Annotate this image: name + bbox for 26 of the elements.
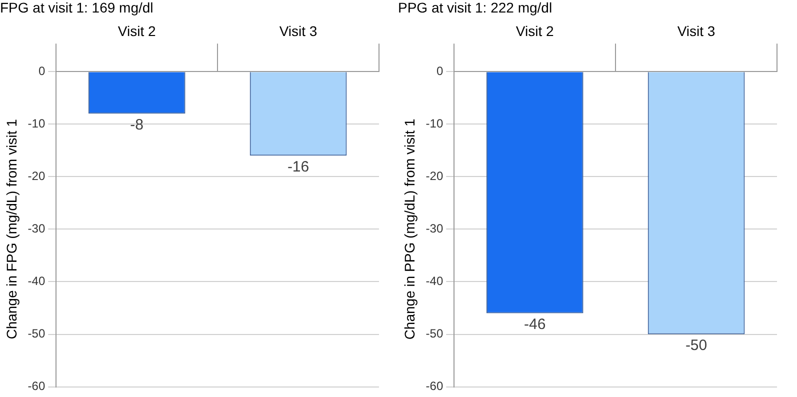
y-tick-label: -30 (426, 222, 444, 236)
y-tick-label: -60 (426, 379, 444, 394)
y-axis-title: Change in FPG (mg/dL) from visit 1 (3, 118, 20, 340)
data-label: -8 (130, 116, 144, 134)
y-tick-label: -50 (28, 326, 46, 341)
y-tick-label: -40 (426, 274, 444, 288)
y-tick-label: -20 (426, 168, 444, 183)
x-tick-label: Visit 3 (677, 23, 716, 40)
y-tick-label: 0 (436, 64, 444, 78)
y-tick-label: -30 (28, 222, 46, 236)
y-tick-label: -20 (28, 168, 46, 183)
chart-title: PPG at visit 1: 222 mg/dl (398, 0, 552, 16)
data-label: -50 (685, 336, 708, 354)
data-label: -46 (524, 316, 546, 333)
y-tick-label: -40 (28, 274, 46, 288)
y-tick-label: -50 (426, 326, 444, 341)
x-tick-label: Visit 2 (118, 23, 156, 40)
y-tick-label: -60 (28, 379, 46, 394)
x-tick-label: Visit 2 (516, 23, 554, 40)
y-tick-label: -10 (28, 116, 46, 130)
data-label: -16 (287, 158, 310, 176)
chart-title: FPG at visit 1: 169 mg/dl (0, 0, 154, 16)
y-tick-label: -10 (426, 116, 444, 130)
y-axis-title: Change in PPG (mg/dL) from visit 1 (401, 118, 418, 340)
y-tick-label: 0 (38, 64, 46, 78)
x-tick-label: Visit 3 (279, 23, 318, 40)
